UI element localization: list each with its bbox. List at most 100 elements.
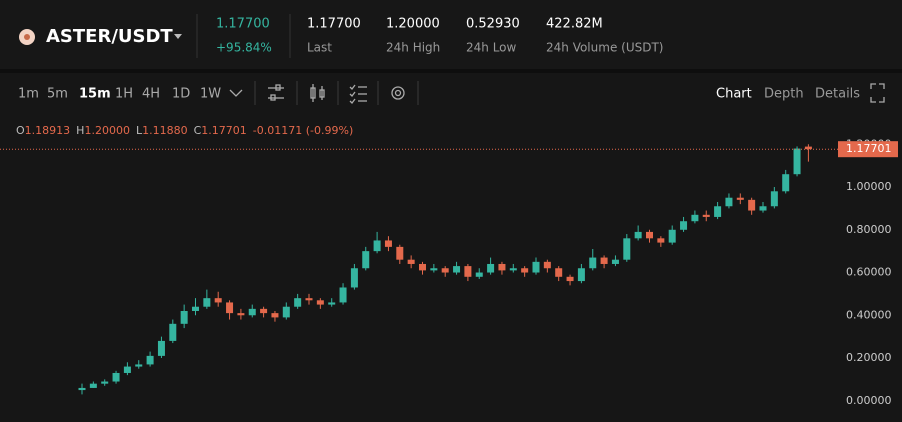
candle-body [282,306,290,318]
interval[interactable]: 1m [18,87,39,102]
candle-body [668,229,676,243]
candle-body [475,272,483,277]
candle-body [260,308,268,314]
candle-body [782,174,790,192]
candle-body [396,246,404,260]
ohlc-value: 1.11880 [142,124,188,137]
candle-body [328,302,336,305]
stat-label: 24h High [386,41,440,55]
candle-body [384,240,392,247]
candle-body [146,355,154,365]
candle-body [521,268,529,273]
stat-value: 1.17700 [307,17,361,32]
candle-body [793,148,801,175]
pair[interactable]: ASTER/USDT [46,26,173,47]
candle-body [487,263,495,273]
candle-body [339,287,347,303]
candle-body [555,268,563,277]
ohlc-key: H [76,124,84,137]
interval-more[interactable] [229,89,243,97]
indicator-icon[interactable] [268,84,284,101]
ohlc-value: 1.18913 [25,124,71,137]
candle-body [600,257,608,264]
candle-body [589,257,597,269]
candle-body [566,276,574,282]
candle-body [214,298,222,303]
change: +95.84% [216,41,272,55]
candle-body [509,268,517,271]
candle-body [316,300,324,305]
candle-body [441,268,449,273]
interval[interactable]: 5m [47,87,68,102]
y-tick-label: 0.20000 [846,351,892,364]
candle-body [646,231,653,239]
price: 1.17700 [216,17,270,32]
candle-body [101,381,109,384]
candle-body [123,366,131,373]
candle-body [748,199,756,211]
stat-label: 24h Volume (USDT) [546,41,663,55]
stat-label: Last [307,41,332,55]
ohlc-key: L [136,124,143,137]
view-tab[interactable]: Details [815,87,860,102]
candle-body [169,323,177,341]
ohlc-key: C [194,124,202,137]
candle-body [419,263,426,271]
candle-body [577,268,585,282]
interval[interactable]: 4H [142,87,160,102]
candle-body [714,206,722,217]
ohlc-key: O [16,124,25,137]
candle-body [611,259,619,264]
candle-body [680,221,688,230]
y-tick-label: 0.00000 [846,394,892,407]
candle-body [89,383,97,388]
stat-value: 1.20000 [386,17,440,32]
candle-body [691,214,699,222]
last-price-label: 1.17701 [846,142,892,155]
candle-body [271,313,279,318]
interval[interactable]: 15m [79,87,111,102]
candle-body [294,298,302,307]
candle-body [248,308,256,316]
settings-icon[interactable] [391,86,405,100]
candle-body [725,197,733,207]
candle-body [112,372,120,382]
view-tab[interactable]: Depth [764,87,804,102]
candle-body [203,298,211,307]
interval[interactable]: 1W [200,87,221,102]
stat-label: 24h Low [466,41,517,55]
candle-body [453,266,461,273]
candle-body [532,261,540,273]
y-tick-label: 0.40000 [846,308,892,321]
candle-body [702,214,710,217]
candle-body [407,259,415,264]
pair-dropdown[interactable] [174,34,182,39]
candle-body [770,191,778,207]
candle-type-icon[interactable] [310,84,325,102]
ohlc-value: 1.20000 [84,124,130,137]
candle-body [180,310,188,324]
toolbar-icons [229,81,885,105]
y-tick-label: 1.00000 [846,180,892,193]
candle-body [226,302,234,314]
candle-body [634,231,642,239]
candle-body [657,238,665,243]
y-tick-label: 0.60000 [846,266,892,279]
interval[interactable]: 1D [172,87,190,102]
candle-body [498,263,506,271]
ohlc-change: -0.01171 (-0.99%) [253,124,353,137]
interval[interactable]: 1H [115,87,133,102]
view-tab[interactable]: Chart [716,87,752,102]
candle-body [373,240,381,252]
stat-value: 0.52930 [466,17,520,32]
ohlc-legend: O1.18913 H1.20000 L1.11880 C1.17701 -0.01171… [16,124,353,137]
ohlc-value: 1.17701 [201,124,247,137]
logo [19,29,35,45]
list-icon[interactable] [349,84,367,104]
candle-body [543,261,551,269]
candle-body [464,266,472,277]
candle-body [78,387,86,391]
fullscreen[interactable] [870,83,885,103]
